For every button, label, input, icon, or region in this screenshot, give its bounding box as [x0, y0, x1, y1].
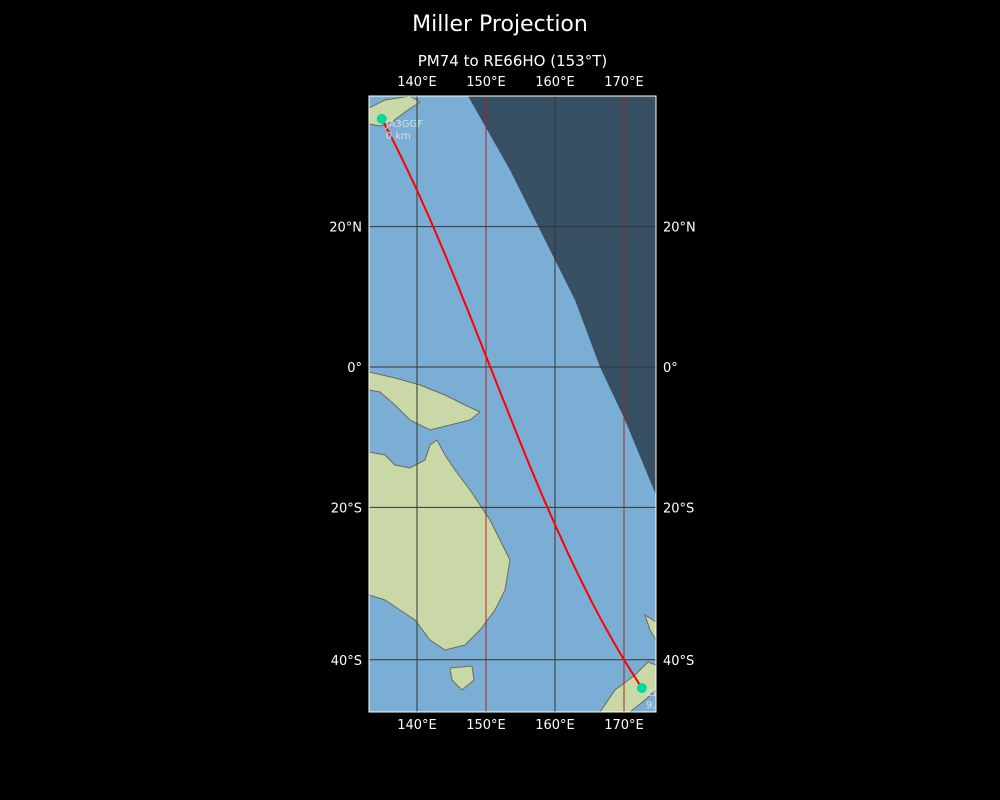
lon-tick-label: 160°E	[535, 75, 575, 90]
figure-title: Miller Projection	[412, 12, 588, 37]
station-distance: 0 km	[386, 131, 411, 142]
new-zealand-south	[599, 661, 656, 712]
lon-tick-label: 140°E	[397, 718, 437, 733]
night-shading	[468, 96, 656, 495]
new-zealand-north	[644, 613, 656, 641]
lon-tick-label: 160°E	[535, 718, 575, 733]
station-callsign: JA3GGF	[385, 119, 423, 130]
station-marker[interactable]	[376, 113, 387, 124]
lon-tick-label: 170°E	[604, 718, 644, 733]
lat-tick-label: 20°N	[329, 221, 362, 236]
lat-tick-label: 20°S	[663, 501, 694, 516]
lat-tick-label: 20°S	[331, 501, 362, 516]
lon-tick-label: 170°E	[604, 75, 644, 90]
lon-tick-label: 150°E	[466, 75, 506, 90]
australia	[369, 439, 511, 651]
great-circle-path	[380, 118, 643, 689]
lat-tick-label: 0°	[347, 361, 362, 376]
map-subtitle: PM74 to RE66HO (153°T)	[417, 52, 608, 70]
map-frame	[368, 95, 657, 713]
lon-tick-label: 140°E	[397, 75, 437, 90]
land	[369, 96, 656, 712]
lon-tick-label: 150°E	[466, 718, 506, 733]
station-marker[interactable]	[636, 683, 647, 694]
station-distance: 9,434 km	[646, 700, 693, 711]
new-guinea	[369, 371, 481, 431]
lat-tick-label: 40°S	[331, 654, 362, 669]
lat-tick-label: 0°	[663, 361, 678, 376]
lat-tick-label: 40°S	[663, 654, 694, 669]
graticule	[369, 96, 656, 712]
lat-tick-label: 20°N	[663, 221, 696, 236]
tasmania	[449, 665, 475, 691]
station-callsign: ZL3TUX	[646, 688, 685, 699]
